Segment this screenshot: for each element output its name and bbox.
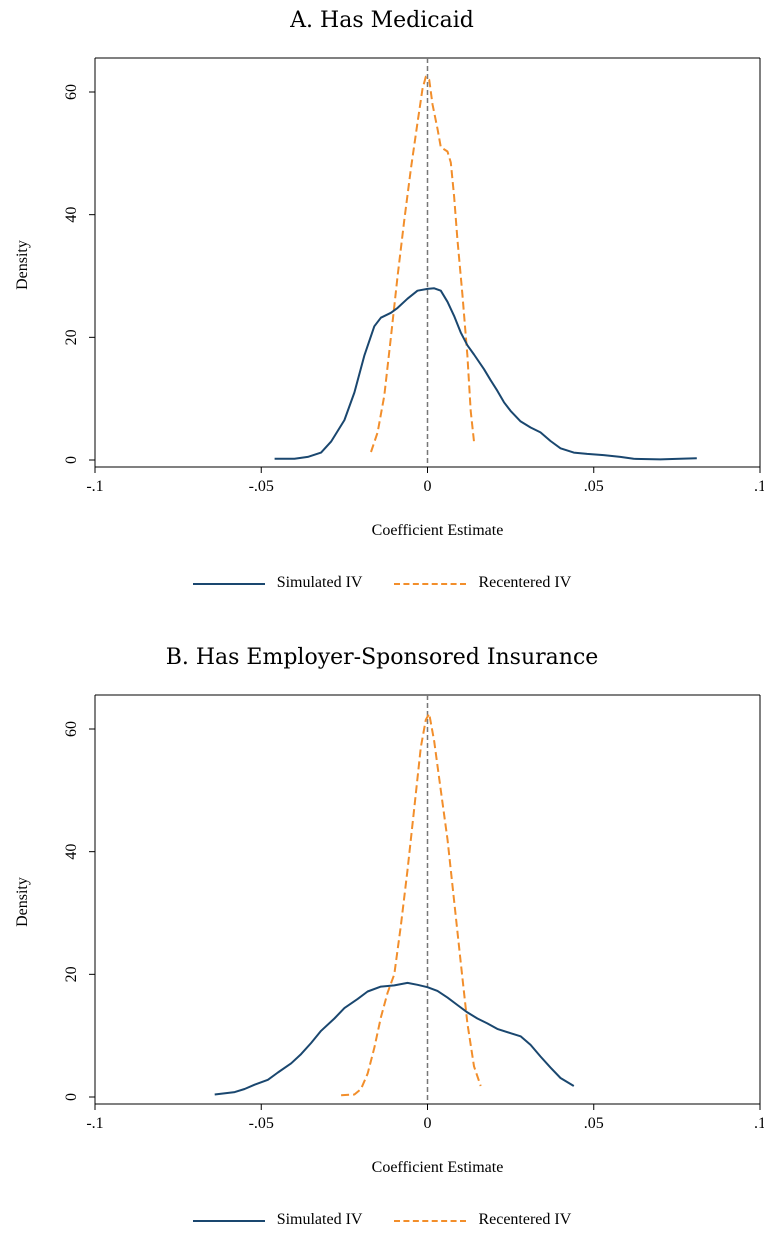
legend-item-simulated-iv: Simulated IV	[192, 1211, 363, 1229]
legend-label: Recentered IV	[478, 1211, 572, 1229]
legend: Simulated IV Recentered IV	[0, 574, 764, 592]
y-tick-label: 40	[63, 207, 80, 223]
series-simulated-iv	[274, 287, 697, 461]
panel-b-employer-insurance: B. Has Employer-Sponsored Insurance 0 20 4…	[0, 637, 764, 1256]
x-tick-label: -.05	[249, 478, 274, 495]
y-axis-label: Density	[14, 877, 31, 927]
legend-swatch-solid	[192, 1219, 265, 1222]
x-tick-label: -.1	[86, 1115, 103, 1132]
legend-item-recentered-iv: Recentered IV	[394, 1211, 571, 1229]
x-tick-label: 0	[424, 478, 432, 495]
panel-a-medicaid: A. Has Medicaid 0 20 40 60 -.1 -.05 0 .05 .1 Coef…	[0, 0, 764, 619]
density-plot-a: 0 20 40 60 -.1 -.05 0 .05 .1 Coefficient Estimate…	[14, 57, 764, 539]
x-tick-label: .1	[754, 1115, 764, 1132]
density-plot-b: 0 20 40 60 -.1 -.05 0 .05 .1 Coefficient Estimate…	[14, 694, 764, 1176]
legend-swatch-dashed	[394, 582, 467, 585]
x-tick-label: 0	[424, 1115, 432, 1132]
y-tick-label: 20	[63, 329, 80, 345]
y-tick-label: 0	[63, 1093, 80, 1101]
y-tick-label: 60	[63, 84, 80, 100]
x-tick-label: .1	[754, 478, 764, 495]
y-tick-label: 0	[63, 456, 80, 464]
series-simulated-iv	[214, 981, 575, 1096]
y-tick-label: 60	[63, 721, 80, 737]
legend-swatch-solid	[192, 582, 265, 585]
legend-label: Simulated IV	[276, 574, 363, 592]
x-tick-label: -.05	[249, 1115, 274, 1132]
y-tick-label: 40	[63, 844, 80, 860]
chart-title: A. Has Medicaid	[290, 8, 474, 33]
x-axis-label: Coefficient Estimate	[372, 1159, 504, 1176]
series-recentered-iv	[341, 712, 482, 1097]
x-tick-label: -.1	[86, 478, 103, 495]
chart-title: B. Has Employer-Sponsored Insurance	[165, 645, 599, 670]
x-tick-label: .05	[584, 1115, 604, 1132]
legend: Simulated IV Recentered IV	[0, 1211, 764, 1229]
legend-swatch-dashed	[394, 1219, 467, 1222]
legend-item-simulated-iv: Simulated IV	[192, 574, 363, 592]
x-tick-label: .05	[584, 478, 604, 495]
legend-item-recentered-iv: Recentered IV	[394, 574, 571, 592]
y-tick-label: 20	[63, 966, 80, 982]
legend-label: Recentered IV	[478, 574, 572, 592]
y-axis-label: Density	[14, 240, 31, 290]
x-axis-label: Coefficient Estimate	[372, 522, 504, 539]
legend-label: Simulated IV	[276, 1211, 363, 1229]
series-recentered-iv	[370, 75, 475, 453]
